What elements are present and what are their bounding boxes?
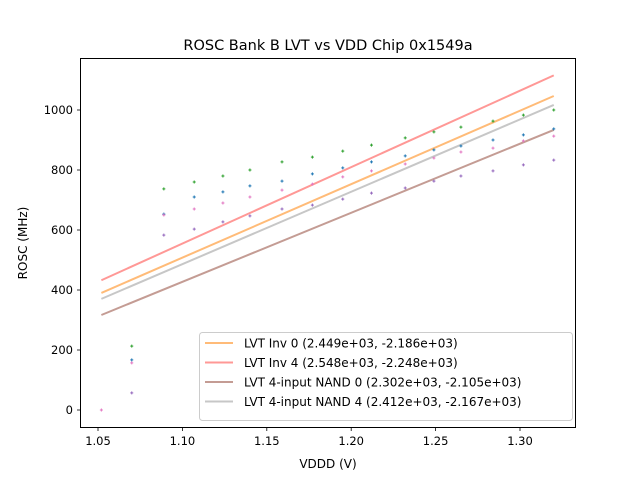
pink-point [521, 139, 525, 143]
fit-line-3 [100, 104, 555, 300]
legend-entry: LVT 4-input NAND 4 (2.412e+03, -2.167e+0… [205, 395, 521, 409]
purple-point [192, 227, 196, 231]
legend-box [199, 332, 573, 421]
chart-title: ROSC Bank B LVT vs VDD Chip 0x1549a [183, 38, 472, 54]
pink-point [459, 150, 463, 154]
green-point [432, 130, 436, 134]
green-point [130, 344, 134, 348]
purple-point [248, 214, 252, 218]
pink-point [310, 182, 314, 186]
blue-point [521, 133, 525, 137]
blue-point [130, 358, 134, 362]
y-axis-label: ROSC (MHz) [16, 207, 30, 280]
legend-entry: LVT Inv 0 (2.449e+03, -2.186e+03) [205, 337, 458, 351]
green-point [221, 174, 225, 178]
legend-entry: LVT Inv 4 (2.548e+03, -2.248e+03) [205, 356, 458, 370]
purple-point [130, 391, 134, 395]
x-tick-label: 1.25 [423, 434, 449, 448]
pink-point [432, 156, 436, 160]
legend: LVT Inv 0 (2.449e+03, -2.186e+03) LVT Inv… [199, 332, 573, 421]
x-tick-label: 1.15 [254, 434, 280, 448]
pink-point [130, 361, 134, 365]
purple-point [432, 179, 436, 183]
legend-label: LVT Inv 4 (2.548e+03, -2.248e+03) [244, 356, 458, 370]
blue-point [221, 190, 225, 194]
green-point [491, 119, 495, 123]
x-tick-label: 1.30 [507, 434, 533, 448]
legend-entry: LVT 4-input NAND 0 (2.302e+03, -2.105e+0… [205, 376, 521, 390]
blue-point [310, 172, 314, 176]
blue-point [432, 148, 436, 152]
green-point [280, 160, 284, 164]
blue-point [341, 166, 345, 170]
fit-line-1 [100, 74, 555, 282]
pink-point [248, 195, 252, 199]
green-point [521, 113, 525, 117]
purple-point [310, 203, 314, 207]
fit-line-0 [100, 95, 555, 294]
fit-lines [100, 74, 555, 316]
purple-point [162, 233, 166, 237]
x-axis-label: VDDD (V) [299, 457, 356, 471]
green-point [459, 125, 463, 129]
green-point [369, 143, 373, 147]
green-point [341, 149, 345, 153]
x-tick-label: 1.10 [170, 434, 196, 448]
purple-point [403, 186, 407, 190]
legend-label: LVT 4-input NAND 0 (2.302e+03, -2.105e+0… [244, 376, 521, 390]
blue-point [192, 195, 196, 199]
pink-point [192, 207, 196, 211]
y-tick-label: 200 [51, 343, 73, 357]
purple-point [521, 163, 525, 167]
legend-label: LVT 4-input NAND 4 (2.412e+03, -2.167e+0… [244, 395, 521, 409]
x-tick-label: 1.05 [85, 434, 111, 448]
y-tick-label: 400 [51, 283, 73, 297]
green-point [248, 168, 252, 172]
pink-point [403, 162, 407, 166]
pink-point [552, 134, 556, 138]
plot-frame [80, 58, 576, 428]
green-point [552, 108, 556, 112]
blue-point [491, 138, 495, 142]
x-axis: 1.05 1.10 1.15 1.20 1.25 1.30 [85, 427, 533, 448]
pink-point [221, 201, 225, 205]
data-points [99, 108, 556, 412]
blue-point [280, 179, 284, 183]
legend-label: LVT Inv 0 (2.449e+03, -2.186e+03) [244, 337, 458, 351]
green-point [162, 187, 166, 191]
purple-point [341, 197, 345, 201]
x-tick-label: 1.20 [338, 434, 364, 448]
green-point [403, 136, 407, 140]
y-tick-label: 1000 [44, 103, 73, 117]
blue-point [248, 184, 252, 188]
purple-point [280, 207, 284, 211]
purple-point [552, 158, 556, 162]
y-axis: 0 200 400 600 800 1000 [44, 103, 81, 417]
y-tick-label: 0 [66, 403, 73, 417]
purple-point [491, 169, 495, 173]
y-tick-label: 600 [51, 223, 73, 237]
pink-point [99, 408, 103, 412]
pink-point [491, 146, 495, 150]
purple-point [221, 220, 225, 224]
pink-point [369, 169, 373, 173]
pink-point [341, 175, 345, 179]
pink-point [162, 213, 166, 217]
blue-point [459, 144, 463, 148]
green-point [192, 180, 196, 184]
purple-point [459, 174, 463, 178]
pink-point [280, 188, 284, 192]
blue-point [369, 160, 373, 164]
y-tick-label: 800 [51, 163, 73, 177]
blue-point [403, 154, 407, 158]
purple-point [369, 191, 373, 195]
green-point [310, 155, 314, 159]
blue-point [552, 127, 556, 131]
fit-line-2 [100, 128, 555, 316]
